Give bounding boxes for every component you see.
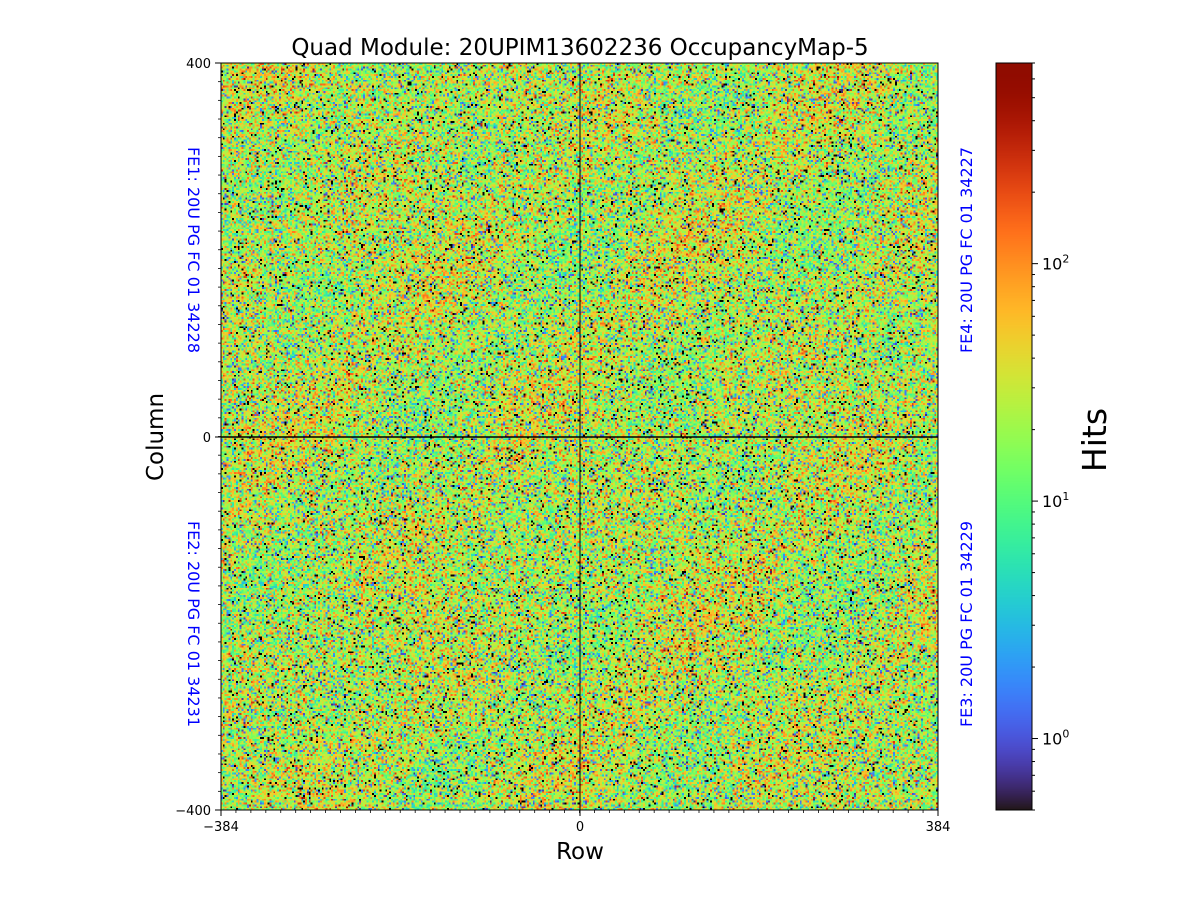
colorbar-ticks: 100 101 102 [1032,62,1069,811]
fe2-label: FE2: 20U PG FC 01 34231 [184,521,203,727]
chart-title: Quad Module: 20UPIM13602236 OccupancyMap… [291,35,868,61]
y-tick-label-max: 400 [186,57,211,72]
colorbar-tick-label: 102 [1042,253,1069,274]
fe1-label: FE1: 20U PG FC 01 34228 [184,147,203,353]
colorbar-label: Hits [1075,408,1114,472]
colorbar-frame [995,62,1033,811]
x-tick-label-min: −384 [203,820,239,835]
y-tick-label-min: −400 [175,804,211,819]
fe3-label: FE3: 20U PG FC 01 34229 [957,521,976,727]
fe4-label: FE4: 20U PG FC 01 34227 [957,147,976,353]
minor-ticks [218,62,939,813]
x-axis-label: Row [556,839,604,865]
y-axis-label: Column [143,393,169,481]
x-tick-label-max: 384 [926,820,951,835]
colorbar-gradient [996,63,1032,810]
colorbar-tick-label: 101 [1042,490,1069,511]
x-tick-label-zero: 0 [576,820,584,835]
y-tick-label-zero: 0 [203,431,211,446]
colorbar-tick-label: 100 [1042,728,1069,749]
